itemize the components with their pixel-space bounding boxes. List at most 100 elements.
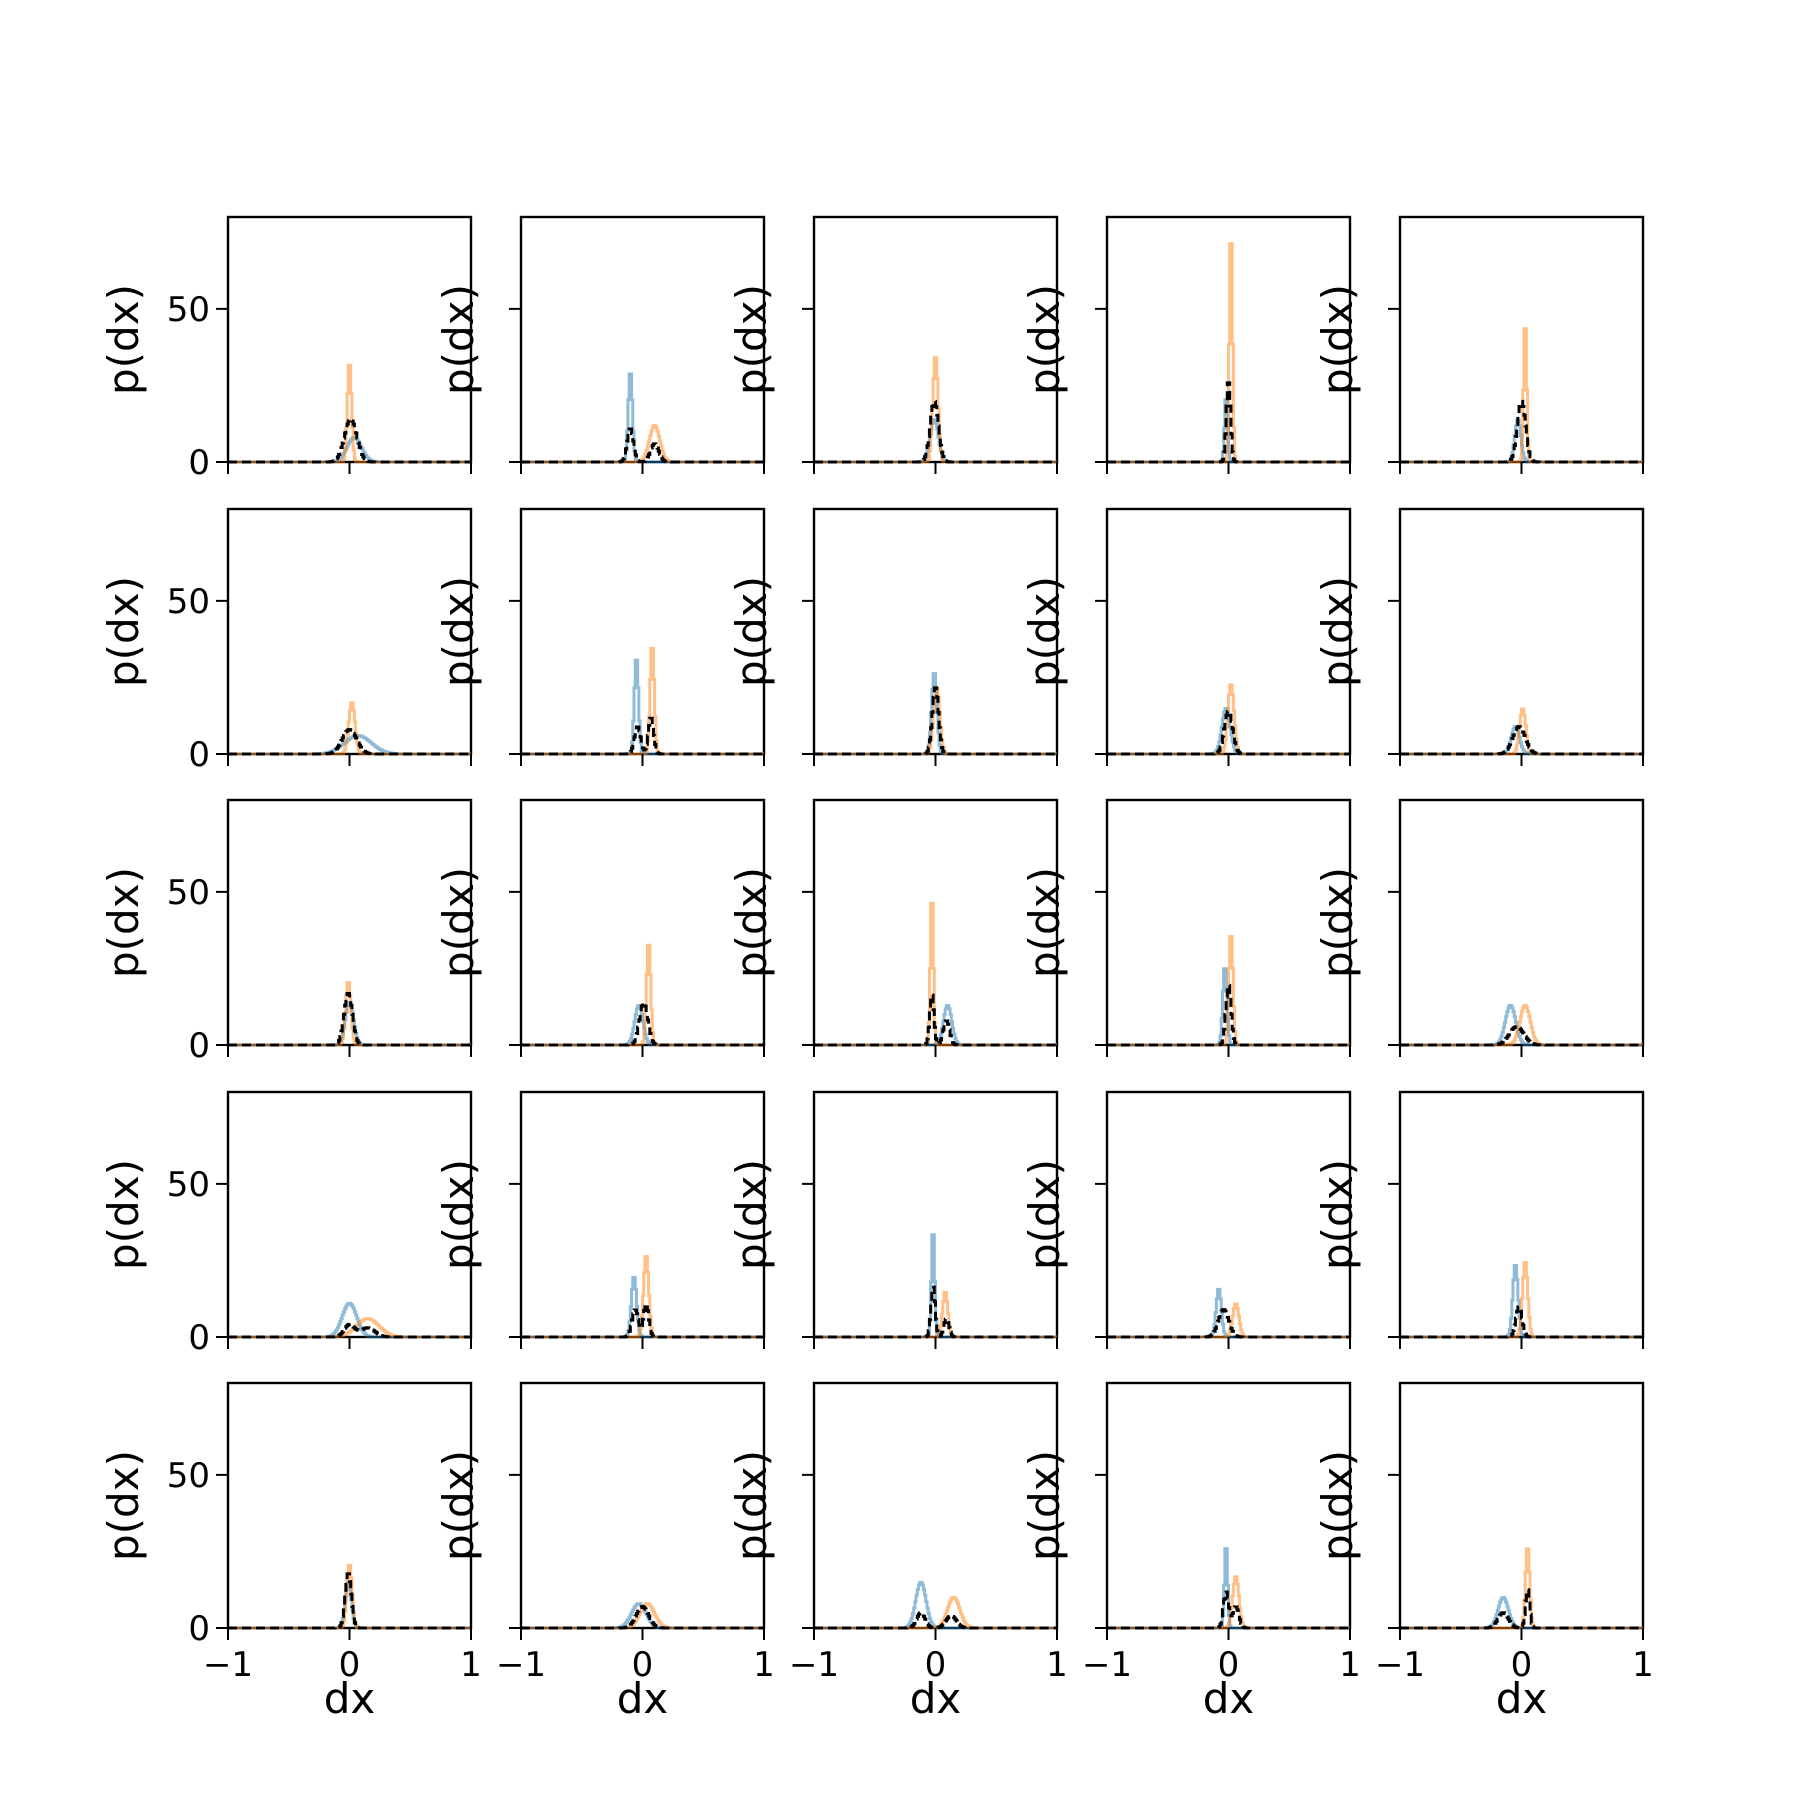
axes-frame [1398,798,1645,1047]
y-tick-label: 0 [188,443,210,483]
series-black-density [814,1611,1057,1630]
axes-frame [519,215,766,464]
series-black-density [814,399,1057,464]
series-black-density [521,1001,764,1047]
subplot-r5-c2: −1 0 1 dx p(dx) [434,1381,775,1723]
x-axis-label: dx [324,1674,376,1723]
y-axis-label: p(dx) [434,1159,483,1270]
subplot-grid: 050dxp(dx)dxp(dx)dxp(dx)dxp(dx)dxp(dx)05… [99,215,1654,1723]
series-black-density [228,1572,471,1630]
x-tick-label: 0 [1218,1645,1240,1685]
series-black-density [1107,381,1350,464]
y-axis-label: p(dx) [727,1450,776,1561]
series-black-density [814,993,1057,1047]
axes-frame [226,1090,473,1339]
x-tick-label: 0 [925,1645,947,1685]
subplot-r2-c2: dxp(dx) [434,507,766,849]
series-black-density [1400,1305,1643,1339]
y-tick-label: 0 [188,735,210,775]
x-tick-label: −1 [496,1645,546,1685]
y-axis-label: p(dx) [1313,1450,1362,1561]
series-black-density [1400,399,1643,464]
y-axis-label: p(dx) [434,284,483,395]
y-tick-label: 50 [167,1456,210,1496]
subplot-r2-c3: dxp(dx) [727,507,1059,849]
y-axis-label: p(dx) [99,284,148,395]
subplot-r4-c2: dxp(dx) [434,1090,766,1432]
series-black-density [1107,710,1350,756]
series-black-density [1400,725,1643,756]
y-axis-label: p(dx) [1020,284,1069,395]
x-tick-label: 1 [1339,1645,1361,1685]
series-black-density [1107,1590,1350,1630]
y-tick-label: 0 [188,1026,210,1066]
y-axis-label: p(dx) [727,1159,776,1270]
y-tick-label: 0 [188,1609,210,1649]
series-black-density [521,427,764,464]
x-tick-label: −1 [789,1645,839,1685]
series-black-density [1107,1308,1350,1339]
y-tick-label: 50 [167,1165,210,1205]
y-axis-label: p(dx) [434,1450,483,1561]
x-tick-label: −1 [203,1645,253,1685]
series-black-density [228,417,471,464]
x-tick-label: 1 [753,1645,775,1685]
axes-frame [1105,798,1352,1047]
y-axis-label: p(dx) [1020,1450,1069,1561]
y-axis-label: p(dx) [99,1450,148,1561]
subplot-r3-c5: dxp(dx) [1313,798,1645,1140]
y-axis-label: p(dx) [434,867,483,978]
series-black-density [1400,1588,1643,1630]
subplot-r1-c3: dxp(dx) [727,215,1059,557]
axes-frame [1105,1090,1352,1339]
axes-frame [812,507,1059,756]
series-black-density [1107,983,1350,1047]
axes-frame [1398,1381,1645,1630]
series-black-density [814,686,1057,756]
y-tick-label: 0 [188,1318,210,1358]
subplot-r5-c5: −1 0 1 dx p(dx) [1313,1381,1654,1723]
y-tick-label: 50 [167,873,210,913]
y-axis-label: p(dx) [727,867,776,978]
x-tick-label: 1 [1046,1645,1068,1685]
subplot-r4-c3: dxp(dx) [727,1090,1059,1432]
x-tick-label: 0 [1511,1645,1533,1685]
axes-frame [519,507,766,756]
x-tick-label: 1 [1632,1645,1654,1685]
x-tick-label: 0 [339,1645,361,1685]
x-axis-label: dx [910,1674,962,1723]
x-axis-label: dx [1203,1674,1255,1723]
x-tick-label: −1 [1375,1645,1425,1685]
y-axis-label: p(dx) [1020,576,1069,687]
y-tick-label: 50 [167,582,210,622]
series-black-density [521,1605,764,1630]
y-axis-label: p(dx) [1020,1159,1069,1270]
series-black-density [521,1302,764,1339]
y-axis-label: p(dx) [727,284,776,395]
y-axis-label: p(dx) [99,576,148,687]
y-axis-label: p(dx) [1313,576,1362,687]
y-axis-label: p(dx) [727,576,776,687]
series-black-density [228,1322,471,1339]
subplot-r2-c5: dxp(dx) [1313,507,1645,849]
y-axis-label: p(dx) [1020,867,1069,978]
y-axis-label: p(dx) [99,1159,148,1270]
axes-frame [812,1381,1059,1630]
subplot-r5-c3: −1 0 1 dx p(dx) [727,1381,1068,1723]
x-axis-label: dx [1496,1674,1548,1723]
x-tick-label: 1 [460,1645,482,1685]
y-axis-label: p(dx) [434,576,483,687]
subplot-r5-c4: −1 0 1 dx p(dx) [1020,1381,1361,1723]
subplot-r3-c2: dxp(dx) [434,798,766,1140]
series-black-density [1400,1025,1643,1047]
y-tick-label: 50 [167,290,210,330]
y-axis-label: p(dx) [1313,1159,1362,1270]
y-axis-label: p(dx) [1313,284,1362,395]
series-black-density [521,716,764,756]
y-axis-label: p(dx) [99,867,148,978]
subplot-r4-c5: dxp(dx) [1313,1090,1645,1432]
